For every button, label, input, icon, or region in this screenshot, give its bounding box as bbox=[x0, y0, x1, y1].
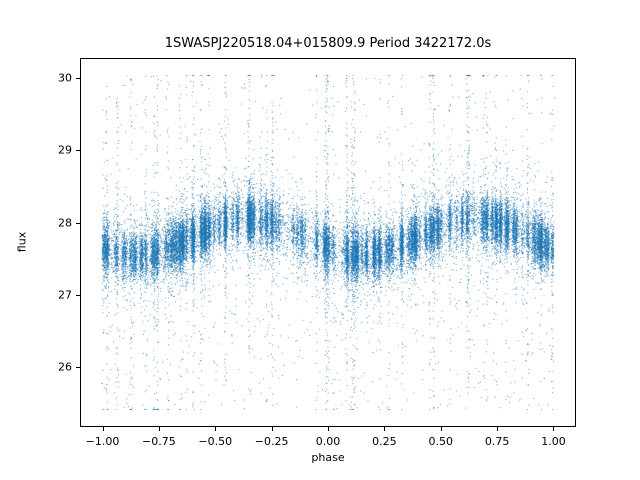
y-tick-label: 26 bbox=[58, 360, 72, 374]
x-axis-label: phase bbox=[311, 451, 345, 464]
x-tick-label: 0.50 bbox=[428, 435, 453, 448]
y-tick-label: 30 bbox=[58, 71, 72, 85]
y-tick-mark bbox=[76, 294, 80, 296]
chart-title: 1SWASPJ220518.04+015809.9 Period 3422172… bbox=[164, 36, 492, 51]
x-tick-label: −0.75 bbox=[142, 435, 176, 448]
x-tick-label: −0.50 bbox=[198, 435, 233, 448]
x-tick-label: 0.00 bbox=[315, 435, 341, 448]
x-tick-mark bbox=[158, 427, 160, 431]
y-tick-mark bbox=[76, 367, 80, 369]
x-tick-mark bbox=[271, 427, 273, 431]
x-tick-label: 0.25 bbox=[372, 435, 397, 448]
x-tick-mark bbox=[497, 427, 499, 431]
y-tick-mark bbox=[76, 78, 80, 80]
y-tick-label: 27 bbox=[58, 288, 72, 302]
y-tick-mark bbox=[76, 150, 80, 152]
x-tick-mark bbox=[102, 427, 104, 431]
scatter-points bbox=[81, 59, 575, 426]
y-tick-label: 29 bbox=[58, 143, 72, 157]
y-tick-label: 28 bbox=[58, 216, 72, 230]
x-tick-label: 0.75 bbox=[484, 435, 510, 448]
x-tick-label: 1.00 bbox=[541, 435, 566, 448]
plot-area bbox=[80, 58, 576, 427]
x-tick-label: −1.00 bbox=[85, 435, 120, 448]
x-tick-mark bbox=[328, 427, 329, 431]
x-tick-mark bbox=[553, 427, 555, 431]
x-tick-label: −0.25 bbox=[254, 435, 289, 448]
x-tick-mark bbox=[440, 427, 442, 431]
y-tick-mark bbox=[76, 222, 80, 224]
y-axis-label: flux bbox=[15, 231, 29, 253]
x-tick-mark bbox=[215, 427, 217, 431]
x-tick-mark bbox=[384, 427, 386, 431]
